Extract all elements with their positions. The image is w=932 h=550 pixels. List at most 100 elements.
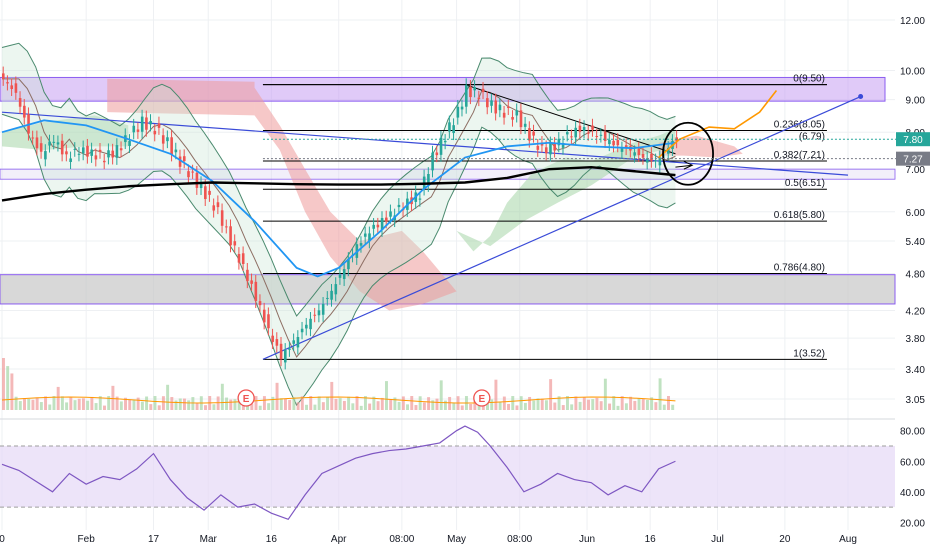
fib-level-label: 0.236(8.05): [774, 119, 825, 130]
candle-body: [662, 149, 666, 151]
candle-body: [549, 143, 552, 155]
candle-body: [199, 183, 203, 189]
volume-bar: [645, 399, 649, 410]
wedge-upper-line[interactable]: [464, 84, 676, 155]
candle-body: [216, 202, 220, 208]
volume-bar: [641, 398, 645, 410]
volume-bar: [591, 399, 595, 410]
volume-bar: [153, 396, 157, 410]
volume-bar: [389, 399, 393, 410]
candle-body: [553, 143, 556, 151]
volume-bar: [532, 400, 536, 410]
projection-path[interactable]: [658, 90, 778, 159]
candle-body: [359, 243, 363, 246]
candle-body: [448, 122, 451, 132]
axes: 12.0010.009.008.007.006.005.404.804.203.…: [0, 16, 930, 545]
volume-bar: [305, 404, 308, 410]
projection-drawing[interactable]: [658, 90, 778, 186]
candle-body: [502, 112, 506, 118]
rsi-axis-tick: 60.00: [900, 457, 925, 468]
volume-bar: [658, 378, 662, 410]
price-axis-tick: 10.00: [900, 66, 925, 77]
volume-bar: [452, 402, 456, 410]
volume-bar: [321, 402, 325, 410]
candle-body: [69, 158, 72, 162]
candle-body: [519, 110, 523, 128]
candle-body: [103, 160, 106, 163]
cloud-bear-top: [107, 78, 255, 116]
candle-body: [157, 123, 161, 128]
candle-body: [637, 148, 641, 156]
volume-bar: [77, 398, 81, 410]
volume-bar: [397, 401, 401, 410]
volume-bar: [254, 396, 258, 410]
candle-body: [363, 233, 367, 237]
candle-body: [140, 116, 144, 132]
volume-bar: [342, 400, 346, 410]
candle-body: [18, 98, 22, 107]
candle-body: [650, 153, 653, 161]
volume-bar: [98, 396, 102, 410]
rsi-axis-tick: 40.00: [900, 488, 925, 499]
candle-body: [603, 131, 607, 142]
candle-body: [443, 140, 447, 143]
candle-body: [292, 340, 296, 344]
volume-bar: [296, 402, 300, 410]
support-zone[interactable]: [0, 274, 896, 305]
volume-bar: [637, 398, 641, 410]
volume-bar: [372, 396, 376, 410]
volume-bar: [14, 396, 18, 410]
volume-bar: [662, 404, 666, 410]
time-axis-tick: May: [447, 534, 466, 545]
candle-body: [452, 125, 455, 134]
volume-bar: [557, 396, 561, 410]
earnings-marker[interactable]: [237, 389, 255, 407]
volume-bar: [380, 397, 384, 410]
cloud-bear-future: [658, 135, 743, 158]
mid-zone[interactable]: [0, 168, 896, 180]
volume-bar: [90, 396, 94, 410]
candle-body: [56, 142, 60, 145]
volume-bar: [94, 403, 98, 410]
volume-bar: [225, 397, 229, 410]
candle-body: [624, 145, 628, 149]
cloud-bear-main: [254, 87, 457, 311]
volume-bar: [284, 398, 287, 410]
highlight-circle[interactable]: [662, 121, 714, 186]
volume-bar: [2, 358, 5, 410]
candle-body: [237, 253, 241, 263]
volume-bar: [119, 401, 123, 410]
price-axis-tick: 6.00: [906, 208, 926, 219]
candle-body: [271, 335, 274, 342]
earnings-marker[interactable]: [473, 389, 491, 407]
volume-bar: [418, 396, 422, 410]
ascending-trendline[interactable]: [262, 95, 861, 360]
candle-body: [220, 210, 224, 226]
volume-bar: [250, 403, 254, 410]
candle-body: [94, 155, 98, 160]
candle-body: [439, 137, 443, 155]
volume-bar: [351, 403, 355, 410]
arrow-marker[interactable]: [675, 160, 694, 170]
candle-body: [52, 141, 56, 143]
candle-body: [31, 137, 35, 139]
fib-level-label: 0.618(5.80): [774, 210, 825, 221]
candle-body: [368, 233, 371, 242]
volume-bar: [498, 401, 502, 410]
candle-body: [174, 149, 178, 153]
candle-body: [431, 152, 434, 171]
candle-body: [161, 135, 165, 144]
volume-bar: [157, 405, 161, 410]
trendline-handle[interactable]: [858, 94, 864, 100]
candle-body: [380, 218, 384, 230]
candle-body: [233, 241, 237, 246]
candle-body: [2, 73, 5, 79]
candle-body: [667, 147, 670, 154]
volume-bar: [570, 404, 574, 410]
volume-bar: [393, 397, 397, 410]
volume-bar: [317, 396, 321, 410]
volume-bar: [406, 404, 410, 410]
volume-bar: [300, 396, 304, 410]
